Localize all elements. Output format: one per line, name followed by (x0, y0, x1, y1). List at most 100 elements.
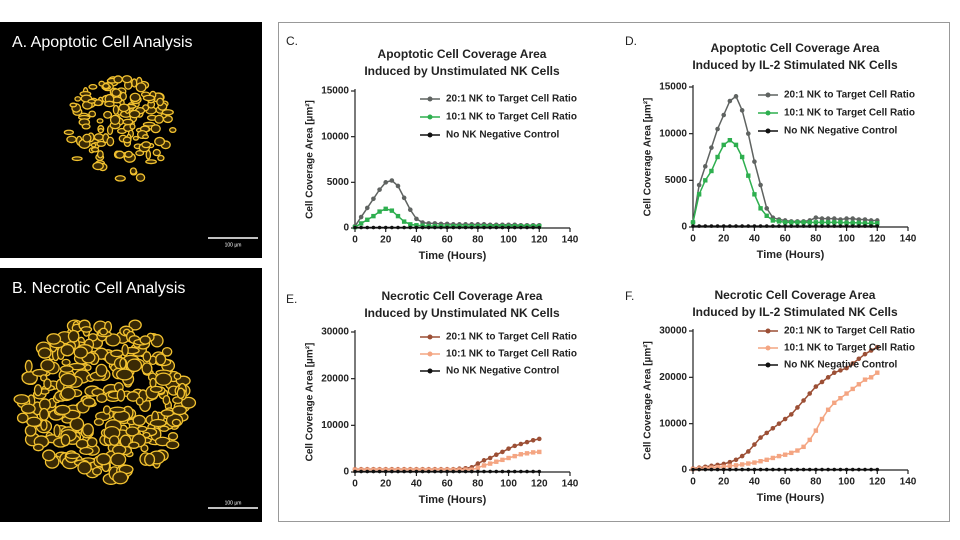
marker (389, 208, 395, 213)
marker (353, 225, 357, 230)
x-axis-label: Time (Hours) (757, 492, 825, 504)
marker (702, 164, 708, 169)
marker (771, 467, 775, 472)
cell-blob (141, 141, 152, 149)
marker (494, 225, 499, 230)
cell-blob (40, 419, 48, 431)
marker (359, 469, 363, 474)
x-tick-label: 20 (718, 234, 730, 245)
legend-label: No NK Negative Control (784, 360, 898, 371)
cell-blob (95, 363, 108, 377)
cell-blob (109, 114, 121, 126)
cell-blob (180, 396, 197, 409)
marker (819, 379, 825, 385)
x-tick-label: 0 (690, 477, 696, 488)
cell-blob (132, 414, 147, 427)
marker (451, 225, 456, 230)
marker (531, 469, 535, 474)
cell-blob (142, 94, 156, 102)
cell-blob (93, 133, 104, 141)
cell-blob (99, 327, 109, 336)
x-tick-label: 40 (749, 234, 761, 245)
marker (850, 386, 855, 392)
cell-blob (109, 406, 126, 413)
marker (789, 220, 794, 225)
cell-blob (135, 82, 147, 93)
cell-blob (32, 443, 44, 452)
y-tick-label: 0 (681, 465, 687, 476)
cell-blob (90, 142, 97, 148)
x-tick-label: 120 (869, 234, 886, 245)
marker (832, 467, 837, 472)
marker (856, 220, 862, 225)
y-tick-label: 0 (343, 467, 349, 478)
cell-blob (105, 333, 121, 347)
marker (721, 112, 727, 118)
x-tick-label: 120 (531, 235, 548, 246)
marker (476, 225, 480, 230)
marker (389, 178, 395, 183)
marker (445, 225, 449, 230)
y-tick-label: 30000 (659, 326, 687, 337)
chart-title: Apoptotic Cell Coverage Area (378, 47, 547, 61)
y-tick-label: 15000 (321, 86, 349, 97)
marker (358, 467, 364, 472)
marker (494, 469, 499, 474)
marker (776, 219, 782, 224)
chart-title: Apoptotic Cell Coverage Area (711, 41, 880, 55)
marker (537, 449, 542, 455)
marker (500, 457, 505, 463)
marker (831, 216, 837, 221)
marker (807, 437, 812, 443)
legend-label: 10:1 NK to Target Cell Ratio (446, 349, 577, 360)
chart-frame (278, 22, 950, 522)
marker (481, 463, 487, 468)
marker (813, 384, 819, 389)
cell-blob (122, 118, 134, 126)
y-tick-label: 10000 (321, 131, 349, 142)
marker (764, 224, 769, 228)
chart-title: Necrotic Cell Coverage Area (715, 288, 876, 302)
cell-blob (110, 452, 127, 467)
cell-blob (161, 346, 173, 357)
marker (838, 220, 843, 225)
cell-blob (74, 96, 82, 102)
cell-blob (152, 148, 161, 157)
cell-blob (122, 136, 132, 144)
marker (862, 217, 868, 222)
cell-blob (102, 405, 111, 415)
marker (819, 220, 825, 225)
legend-label: 10:1 NK to Target Cell Ratio (784, 108, 915, 119)
marker (709, 145, 714, 150)
x-tick-label: 60 (442, 235, 454, 246)
marker (727, 98, 733, 104)
cell-blob (60, 343, 75, 357)
y-tick-label: 0 (681, 222, 687, 233)
marker (439, 469, 443, 474)
legend-label: 20:1 NK to Target Cell Ratio (446, 332, 577, 343)
cell-blob (129, 167, 137, 175)
cell-blob (88, 83, 98, 90)
cell-blob (162, 394, 171, 406)
marker (825, 375, 831, 380)
marker (844, 216, 849, 221)
marker (771, 224, 775, 228)
scale-bar-label: 100 µm (225, 242, 242, 248)
cell-blob (13, 394, 30, 405)
marker (863, 467, 867, 472)
y-tick-label: 5000 (327, 177, 350, 188)
marker (715, 224, 720, 228)
cell-blob (42, 449, 56, 462)
marker (733, 94, 739, 99)
cell-blob (59, 372, 77, 387)
marker (820, 224, 824, 228)
x-tick-label: 20 (380, 479, 392, 490)
marker (408, 225, 413, 230)
marker (838, 368, 843, 373)
marker (801, 224, 806, 228)
marker (444, 467, 450, 472)
marker (795, 224, 800, 228)
marker (469, 469, 474, 474)
cell-blob (135, 150, 145, 157)
